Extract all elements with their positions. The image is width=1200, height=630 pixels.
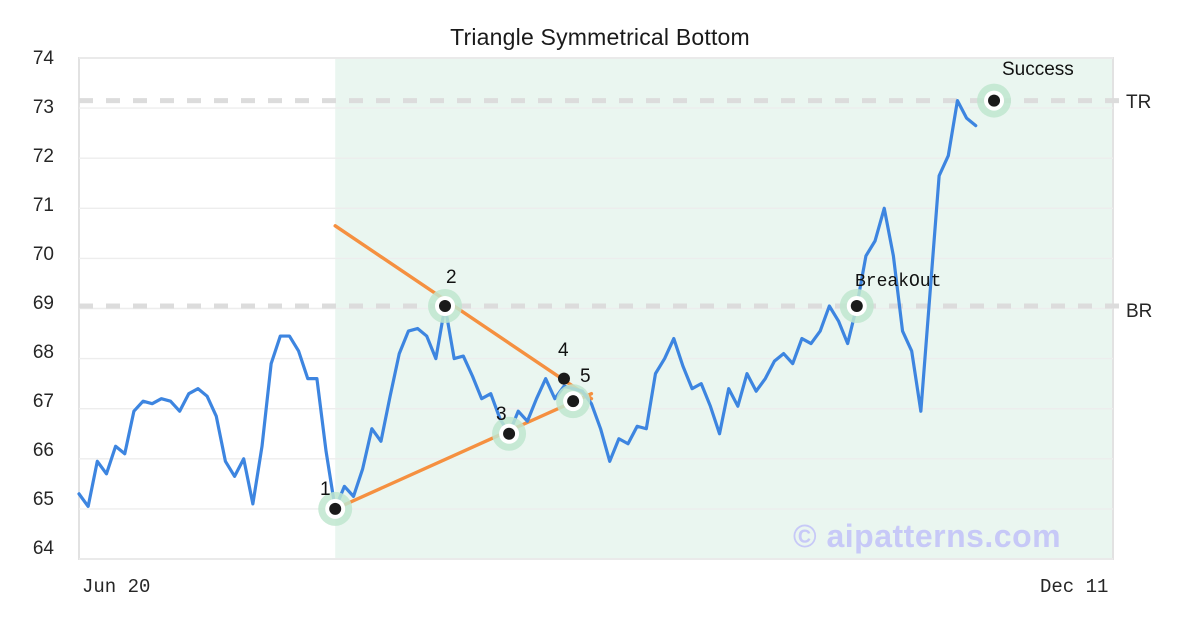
page-title: Triangle Symmetrical Bottom [450,24,750,50]
x-tick-label-start: Jun 20 [82,576,151,598]
event-breakout-dot[interactable] [850,299,863,312]
y-tick-label: 71 [32,195,54,216]
pivot-3-dot[interactable] [503,427,516,440]
success-label: Success [1002,59,1074,80]
pivot-label-4: 4 [558,340,569,361]
pivot-5-dot[interactable] [567,395,580,408]
event-success-dot[interactable] [988,94,1001,107]
pivot-label-2: 2 [446,267,457,288]
y-tick-label: 65 [32,489,54,510]
pivot-label-5: 5 [580,366,591,387]
pivot-label-1: 1 [320,479,331,500]
y-tick-label: 74 [32,48,54,69]
trendline-lower-support [333,391,594,511]
pivot-4-dot[interactable] [557,372,570,385]
breakout-label: BreakOut [855,272,942,292]
price-line [77,98,978,511]
trendline-upper-resistance [333,224,594,401]
watermark: © aipatterns.com [793,518,1062,554]
pivot-label-3: 3 [496,404,507,425]
threshold-label-tr: TR [1126,92,1152,113]
y-tick-label: 68 [32,342,54,363]
y-tick-label: 67 [32,391,54,412]
y-tick-label: 69 [32,293,54,314]
pivot-1-dot[interactable] [329,502,342,515]
y-tick-label: 73 [32,97,54,118]
x-tick-label-end: Dec 11 [1040,576,1109,598]
y-tick-label: 64 [32,538,54,559]
y-tick-label: 70 [32,244,54,265]
threshold-label-br: BR [1126,301,1153,322]
y-tick-label: 72 [32,146,54,167]
pivot-2-dot[interactable] [439,299,452,312]
y-tick-label: 66 [32,440,54,461]
